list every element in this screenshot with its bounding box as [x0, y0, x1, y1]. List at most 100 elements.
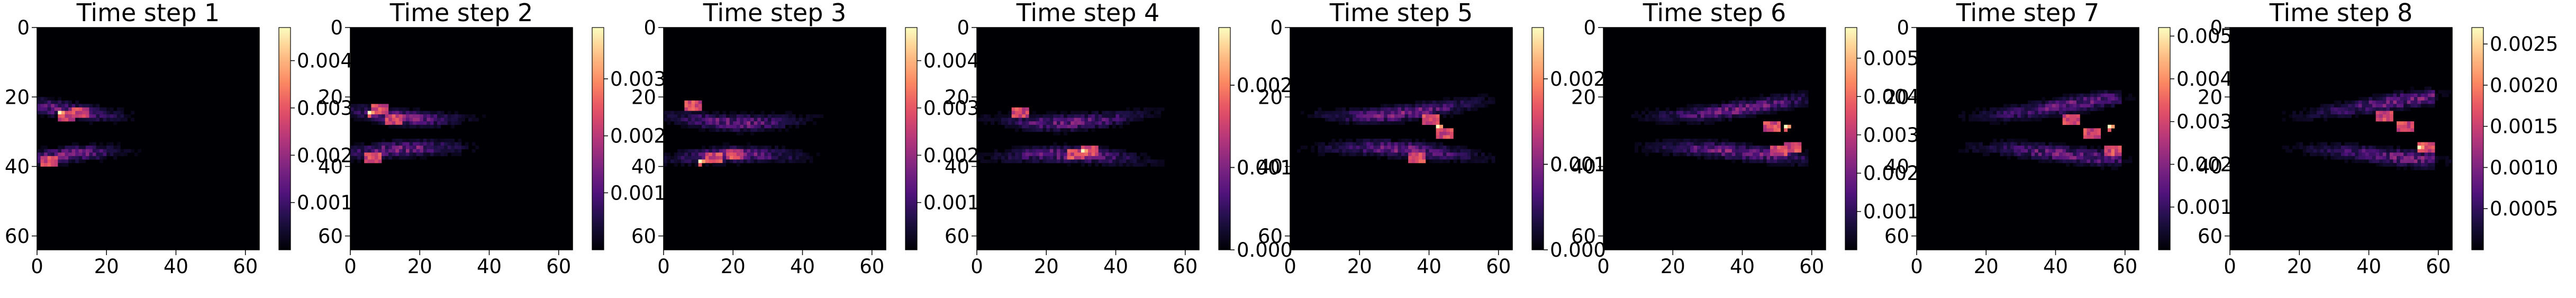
heatmap-cell [681, 149, 685, 153]
heatmap-cell [1401, 118, 1405, 122]
heatmap-cell [1136, 156, 1140, 160]
heatmap-cell [1147, 107, 1151, 111]
heatmap-cell [2062, 97, 2066, 101]
heatmap-cell [1415, 100, 1419, 104]
heatmap-cell [471, 149, 476, 153]
heatmap-cell [382, 118, 385, 122]
heatmap-cell [1422, 107, 1426, 111]
heatmap-cell [729, 149, 733, 153]
heatmap-cell [1133, 114, 1137, 118]
heatmap-cell [754, 149, 758, 153]
heatmap-cell [2107, 93, 2111, 97]
heatmap-cell [994, 118, 998, 122]
heatmap-background [37, 28, 259, 250]
heatmap-cell [2372, 149, 2376, 153]
heatmap-cell [1965, 142, 1969, 146]
heatmap-cell [1746, 149, 1749, 153]
heatmap-cell [1680, 111, 1684, 115]
heatmap-cell [1018, 146, 1022, 149]
heatmap-cell [54, 162, 58, 167]
heatmap-cell [416, 118, 420, 122]
heatmap-cell [670, 159, 674, 164]
heatmap-cell [353, 118, 358, 122]
heatmap-cell [2403, 104, 2407, 108]
heatmap-cell [2080, 100, 2084, 104]
heatmap-cell [1471, 149, 1475, 153]
heatmap-cell [1418, 149, 1422, 153]
heatmap-cell [2299, 146, 2303, 149]
heatmap-cells [37, 97, 142, 167]
heatmap-cell [2320, 107, 2324, 111]
heatmap-cell [1711, 152, 1715, 157]
heatmap-cell [1157, 107, 1162, 111]
heatmap-cell [1676, 121, 1680, 125]
heatmap-cell [54, 114, 58, 118]
heatmap-cell [116, 149, 121, 153]
heatmap-cell [1738, 156, 1743, 160]
heatmap-cell [44, 159, 48, 164]
heatmap-cell [96, 114, 100, 118]
heatmap-cell [1036, 159, 1040, 164]
heatmap-cell [2410, 100, 2415, 104]
heatmap-cell [2024, 104, 2028, 108]
heatmap-cell [1095, 121, 1099, 125]
heatmap-cell [1457, 104, 1461, 108]
heatmap-cell [792, 118, 796, 122]
heatmap-cell [68, 149, 72, 153]
heatmap-cell [2097, 156, 2101, 160]
heatmap-cell [2013, 111, 2018, 115]
heatmap-cell [2355, 142, 2359, 146]
heatmap-cell [1133, 156, 1137, 160]
heatmap-cell [1673, 146, 1677, 149]
heatmap-cell [1105, 152, 1109, 157]
heatmap-cell [1690, 142, 1694, 146]
heatmap-cell [388, 118, 393, 122]
heatmap-cell [447, 111, 451, 115]
heatmap-cell [2010, 149, 2015, 153]
heatmap-cell [816, 114, 820, 118]
heatmap-cell [1481, 159, 1485, 164]
heatmap-cell [1707, 142, 1711, 146]
heatmap-cell [374, 118, 378, 122]
heatmap-cell [103, 146, 107, 149]
heatmap-cell [1328, 146, 1332, 149]
heatmap-cell [771, 149, 775, 153]
heatmap-cell [2013, 142, 2018, 146]
heatmap-cell [374, 152, 378, 157]
heatmap-cell [1993, 149, 1997, 153]
heatmap-cell [2066, 146, 2070, 149]
heatmap-cell [2097, 97, 2101, 101]
heatmap-cell [1780, 97, 1784, 101]
heatmap-cell [440, 142, 445, 146]
heatmap-cell [85, 118, 89, 122]
heatmap-cell [2348, 104, 2352, 108]
heatmap-cell [1415, 156, 1419, 160]
heatmap-cell [1989, 142, 1993, 146]
heatmap-cell [1091, 156, 1095, 160]
heatmap-cell [1801, 156, 1805, 160]
heatmap-cell [2048, 100, 2053, 104]
heatmap-cell [2324, 118, 2328, 122]
heatmap-cell [1067, 128, 1071, 132]
heatmap-cell [2417, 156, 2421, 160]
heatmap-cell [395, 118, 400, 122]
heatmap-cell [802, 118, 806, 122]
heatmap-cell [1471, 159, 1475, 164]
heatmap-cell [1655, 146, 1659, 149]
heatmap-cell [395, 111, 400, 115]
heatmap-cell [2024, 118, 2028, 122]
heatmap-cell [1787, 152, 1791, 157]
heatmap-cell [1676, 114, 1680, 118]
heatmap-cell [1641, 111, 1646, 115]
heatmap-cell [96, 156, 100, 160]
heatmap-cell [2397, 90, 2400, 94]
heatmap-cell [1039, 152, 1043, 157]
heatmap-cell [1053, 142, 1057, 146]
heatmap-cell [2372, 111, 2376, 115]
heatmap-cell [760, 118, 765, 122]
heatmap-cell [1401, 114, 1405, 118]
heatmap-cell [1046, 149, 1050, 153]
heatmap-cell [2292, 114, 2296, 118]
heatmap-cell [423, 114, 427, 118]
heatmap-cell [1759, 159, 1764, 164]
